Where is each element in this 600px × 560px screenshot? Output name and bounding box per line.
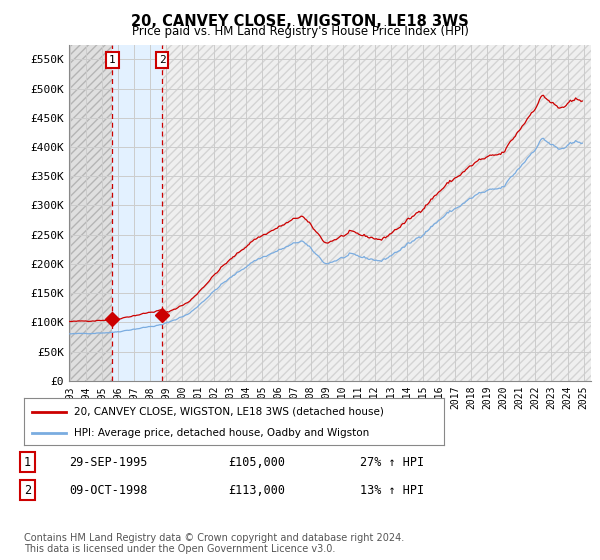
Text: 1: 1 xyxy=(24,455,31,469)
Text: Contains HM Land Registry data © Crown copyright and database right 2024.
This d: Contains HM Land Registry data © Crown c… xyxy=(24,533,404,554)
Text: 13% ↑ HPI: 13% ↑ HPI xyxy=(360,483,424,497)
Text: 1: 1 xyxy=(109,55,116,65)
Text: £105,000: £105,000 xyxy=(228,455,285,469)
Text: 2: 2 xyxy=(24,483,31,497)
Text: 09-OCT-1998: 09-OCT-1998 xyxy=(69,483,148,497)
Text: 29-SEP-1995: 29-SEP-1995 xyxy=(69,455,148,469)
Text: 2: 2 xyxy=(158,55,166,65)
Text: 27% ↑ HPI: 27% ↑ HPI xyxy=(360,455,424,469)
Bar xyxy=(162,45,591,381)
Text: HPI: Average price, detached house, Oadby and Wigston: HPI: Average price, detached house, Oadb… xyxy=(74,428,370,438)
Text: Price paid vs. HM Land Registry's House Price Index (HPI): Price paid vs. HM Land Registry's House … xyxy=(131,25,469,38)
Text: 20, CANVEY CLOSE, WIGSTON, LE18 3WS (detached house): 20, CANVEY CLOSE, WIGSTON, LE18 3WS (det… xyxy=(74,407,384,417)
Bar xyxy=(112,45,162,381)
Bar xyxy=(69,45,112,381)
Text: 20, CANVEY CLOSE, WIGSTON, LE18 3WS: 20, CANVEY CLOSE, WIGSTON, LE18 3WS xyxy=(131,14,469,29)
Text: £113,000: £113,000 xyxy=(228,483,285,497)
